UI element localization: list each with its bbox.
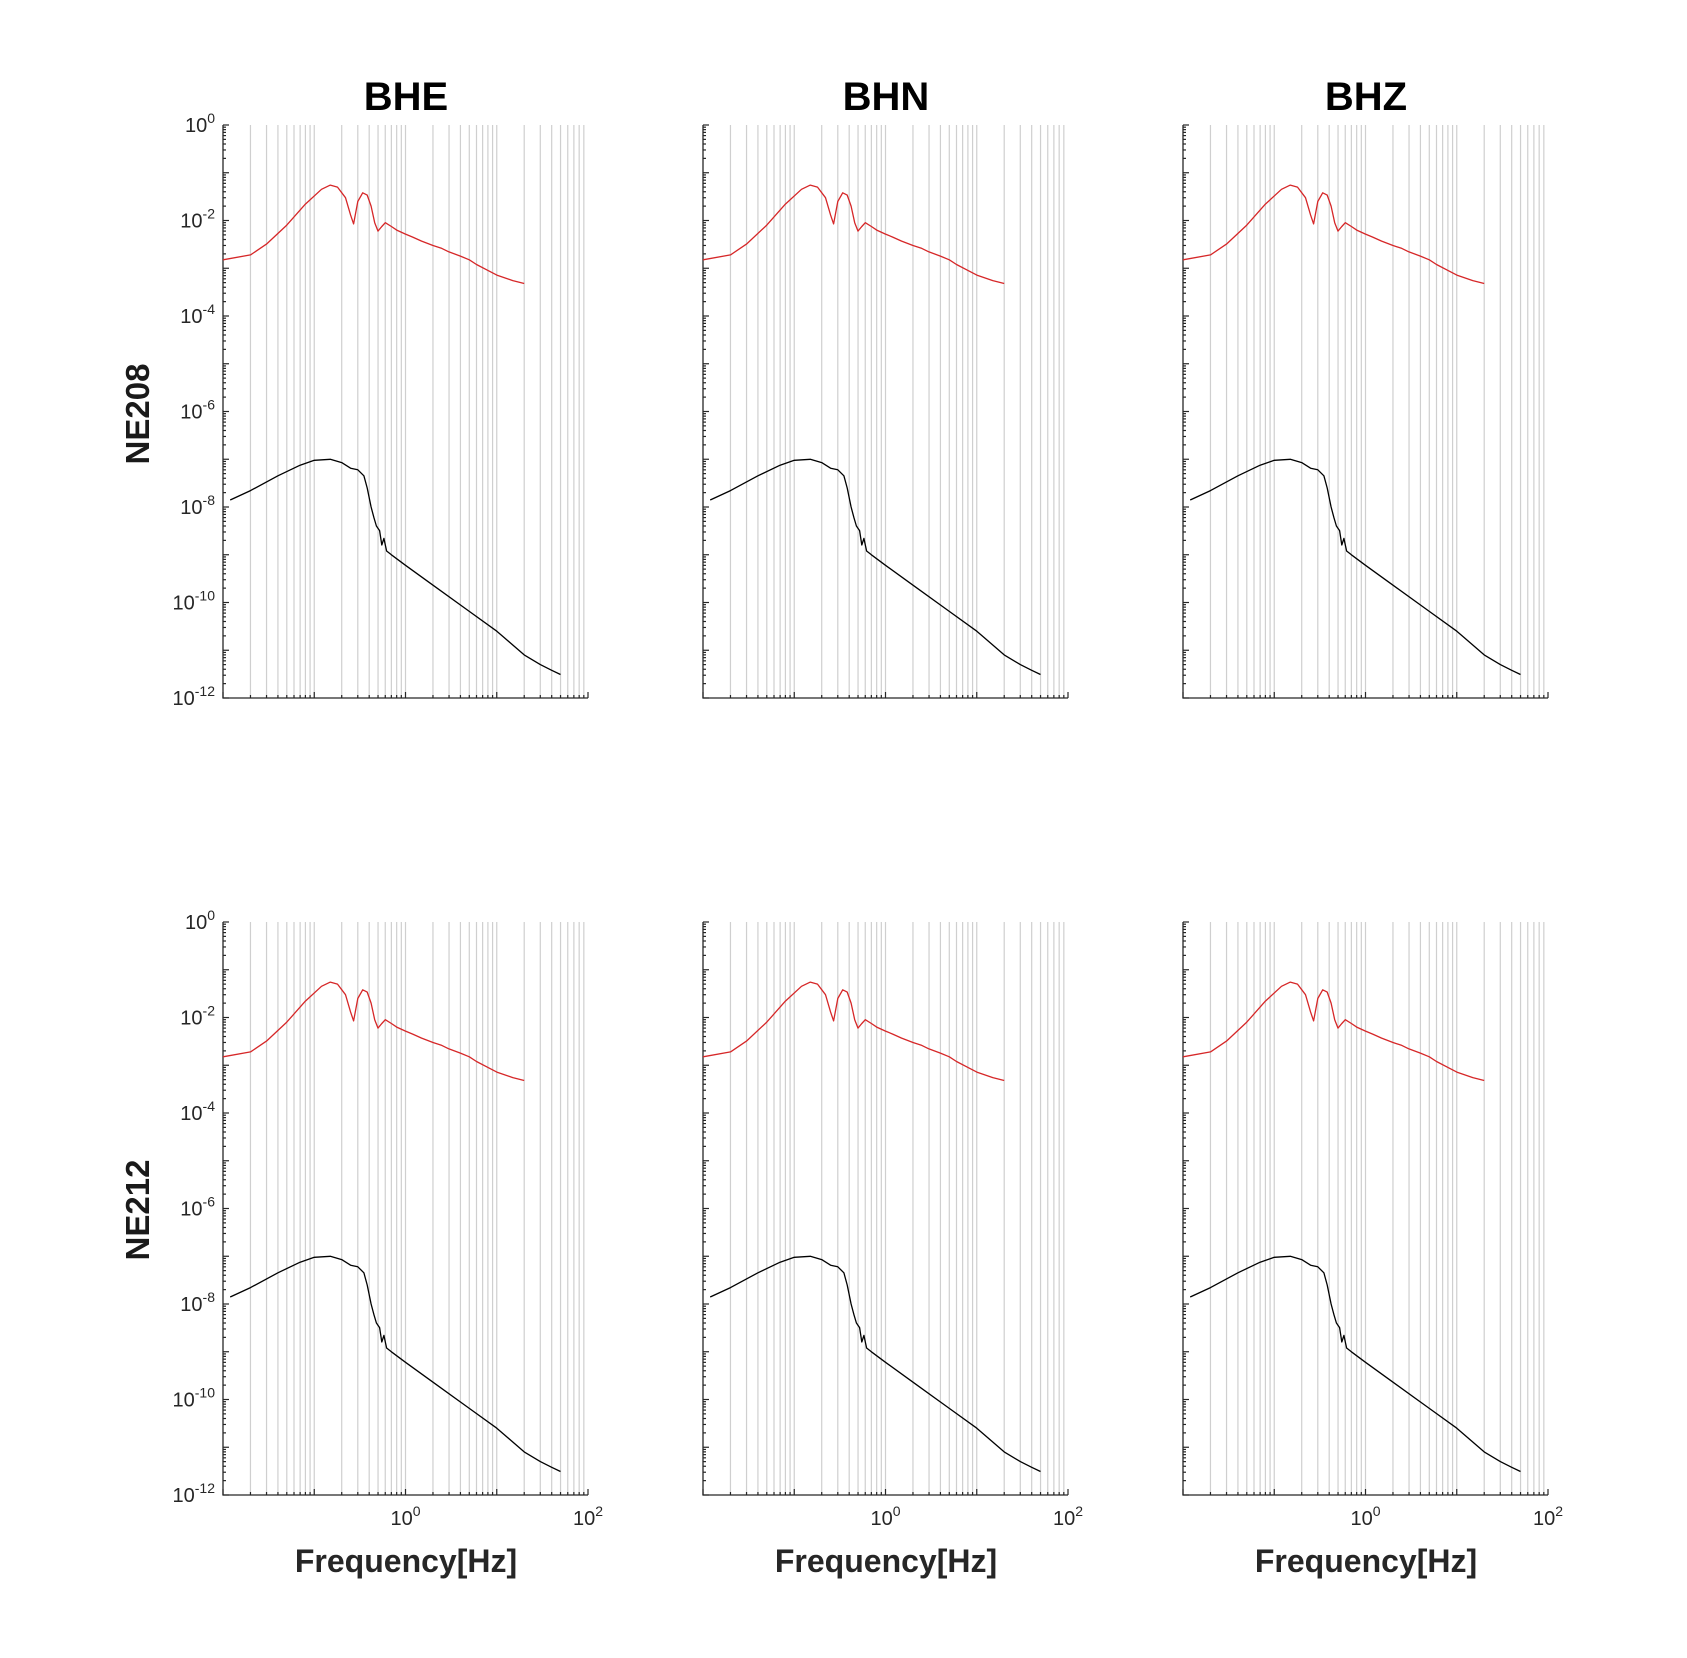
series-line-1 [702, 981, 1005, 1082]
series-line-1 [1182, 184, 1485, 285]
y-tick-label: 10-12 [173, 683, 216, 710]
y-tick-label: 10-4 [180, 301, 215, 328]
series-line-2 [709, 1255, 1041, 1473]
series-line-1 [1182, 981, 1485, 1082]
x-tick-label: 100 [870, 1503, 900, 1530]
subplot-r1c1: 100 10-2 10-4 10-6 10-8 10-10 10-12 [173, 110, 589, 710]
y-tick-label: 10-10 [173, 1385, 216, 1412]
subplot-grid: 100 10-2 10-4 10-6 10-8 10-10 10-12 100 10-2 10-4… [173, 110, 1564, 1530]
y-tick-label: 10-8 [180, 1289, 215, 1316]
series-line-2 [229, 458, 561, 676]
x-tick-label: 102 [1053, 1503, 1083, 1530]
subplot-r1c3 [1182, 124, 1549, 699]
y-tick-label: 10-12 [173, 1480, 216, 1507]
series-line-1 [222, 184, 525, 285]
column-title-3: BHZ [1325, 75, 1407, 119]
y-tick-label: 10-4 [180, 1098, 215, 1125]
x-tick-label: 102 [573, 1503, 603, 1530]
subplot-r1c2 [702, 124, 1069, 699]
x-axis-label-1: Frequency[Hz] [295, 1543, 517, 1579]
subplot-r2c1: 100 10-2 10-4 10-6 10-8 10-10 10-12 100 102 [173, 907, 604, 1530]
series-line-1 [702, 184, 1005, 285]
series-line-1 [222, 981, 525, 1082]
y-tick-label: 10-10 [173, 588, 216, 615]
y-tick-label: 10-8 [180, 492, 215, 519]
y-tick-label: 10-2 [180, 1003, 215, 1030]
x-axis-label-2: Frequency[Hz] [775, 1543, 997, 1579]
y-tick-label: 100 [185, 110, 215, 137]
y-tick-label: 10-2 [180, 206, 215, 233]
row-label-2: NE212 [119, 1160, 156, 1261]
row-label-1: NE208 [119, 364, 156, 465]
series-line-2 [1189, 458, 1521, 676]
x-tick-label: 102 [1533, 1503, 1563, 1530]
y-tick-label: 10-6 [180, 1194, 215, 1221]
y-tick-label: 10-6 [180, 397, 215, 424]
subplot-r2c2: 100 102 [702, 921, 1083, 1530]
column-title-2: BHN [843, 75, 930, 119]
column-title-1: BHE [364, 75, 448, 119]
x-tick-label: 100 [390, 1503, 420, 1530]
series-line-2 [709, 458, 1041, 676]
series-line-2 [1189, 1255, 1521, 1473]
x-tick-label: 100 [1350, 1503, 1380, 1530]
y-tick-label: 100 [185, 907, 215, 934]
series-line-2 [229, 1255, 561, 1473]
x-axis-label-3: Frequency[Hz] [1255, 1543, 1477, 1579]
subplot-r2c3: 100 102 [1182, 921, 1563, 1530]
